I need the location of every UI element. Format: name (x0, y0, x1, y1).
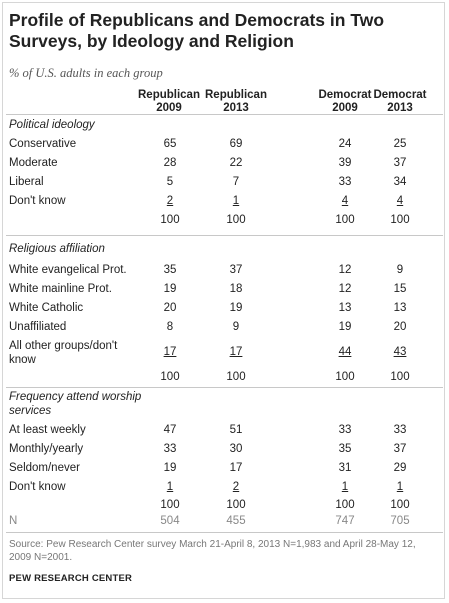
row-label-seldom-never: Seldom/never (9, 462, 80, 474)
table-cell: 12 (338, 264, 352, 276)
row-label-white-evangelical: White evangelical Prot. (9, 264, 127, 276)
row-label-n: N (9, 515, 18, 527)
section-heading-political-ideology: Political ideology (9, 119, 95, 131)
table-cell: 19 (163, 462, 177, 474)
row-label-dont-know: Don't know (9, 481, 66, 493)
header-rule (6, 114, 443, 115)
table-cell: 19 (163, 283, 177, 295)
sample-size-cell: 705 (390, 515, 410, 527)
total-cell: 100 (335, 499, 355, 511)
table-cell: 13 (338, 302, 352, 314)
table-cell: 28 (163, 157, 177, 169)
table-cell: 4 (341, 195, 349, 207)
table-cell: 47 (163, 424, 177, 436)
table-cell: 37 (393, 443, 407, 455)
total-cell: 100 (390, 214, 410, 226)
row-label-at-least-weekly: At least weekly (9, 424, 86, 436)
table-cell: 1 (341, 481, 349, 493)
source-note: Source: Pew Research Center survey March… (9, 539, 416, 563)
table-cell: 37 (393, 157, 407, 169)
table-cell: 35 (338, 443, 352, 455)
total-cell: 100 (226, 499, 246, 511)
total-cell: 100 (335, 371, 355, 383)
figure-subtitle: % of U.S. adults in each group (9, 66, 163, 80)
table-cell: 69 (229, 138, 243, 150)
total-cell: 100 (160, 499, 180, 511)
table-cell: 5 (166, 176, 174, 188)
total-cell: 100 (335, 214, 355, 226)
table-cell: 2 (166, 195, 174, 207)
section-rule (6, 387, 443, 388)
table-cell: 8 (166, 321, 174, 333)
table-cell: 1 (232, 195, 240, 207)
organization-credit: PEW RESEARCH CENTER (9, 573, 133, 584)
table-cell: 17 (229, 462, 243, 474)
table-cell: 20 (393, 321, 407, 333)
sample-size-cell: 504 (160, 515, 180, 527)
table-cell: 4 (396, 195, 404, 207)
sample-size-cell: 455 (226, 515, 246, 527)
column-header-republican-2013: Republican 2013 (205, 89, 267, 114)
table-cell: 65 (163, 138, 177, 150)
row-label-dont-know: Don't know (9, 195, 66, 207)
column-header-democrat-2013: Democrat 2013 (373, 89, 427, 114)
total-cell: 100 (226, 371, 246, 383)
table-cell: 20 (163, 302, 177, 314)
table-cell: 44 (338, 346, 352, 358)
total-cell: 100 (390, 499, 410, 511)
row-label-white-catholic: White Catholic (9, 302, 84, 314)
row-label-moderate: Moderate (9, 157, 58, 169)
table-cell: 17 (163, 346, 177, 358)
table-cell: 19 (338, 321, 352, 333)
table-cell: 34 (393, 176, 407, 188)
table-cell: 19 (229, 302, 243, 314)
column-header-democrat-2009: Democrat 2009 (318, 89, 372, 114)
table-cell: 22 (229, 157, 243, 169)
table-cell: 15 (393, 283, 407, 295)
section-rule (6, 235, 443, 236)
row-label-monthly-yearly: Monthly/yearly (9, 443, 84, 455)
table-cell: 51 (229, 424, 243, 436)
section-heading-worship-frequency: Frequency attend worship services (9, 391, 142, 417)
table-cell: 9 (232, 321, 240, 333)
table-cell: 1 (396, 481, 404, 493)
table-cell: 35 (163, 264, 177, 276)
sample-size-cell: 747 (335, 515, 355, 527)
total-cell: 100 (160, 214, 180, 226)
table-cell: 25 (393, 138, 407, 150)
row-label-all-other-groups: All other groups/don't know (9, 340, 118, 366)
table-cell: 7 (232, 176, 240, 188)
table-cell: 37 (229, 264, 243, 276)
table-cell: 33 (338, 424, 352, 436)
total-cell: 100 (160, 371, 180, 383)
column-header-republican-2009: Republican 2009 (138, 89, 200, 114)
figure-frame (2, 2, 445, 599)
table-cell: 33 (393, 424, 407, 436)
footer-rule (6, 532, 443, 533)
table-cell: 24 (338, 138, 352, 150)
row-label-liberal: Liberal (9, 176, 44, 188)
table-cell: 31 (338, 462, 352, 474)
total-cell: 100 (390, 371, 410, 383)
section-heading-religious-affiliation: Religious affiliation (9, 243, 105, 255)
figure-title: Profile of Republicans and Democrats in … (9, 10, 385, 51)
table-cell: 18 (229, 283, 243, 295)
table-cell: 33 (163, 443, 177, 455)
row-label-white-mainline: White mainline Prot. (9, 283, 112, 295)
row-label-conservative: Conservative (9, 138, 77, 150)
table-cell: 9 (396, 264, 404, 276)
table-cell: 12 (338, 283, 352, 295)
table-cell: 2 (232, 481, 240, 493)
table-cell: 1 (166, 481, 174, 493)
table-cell: 43 (393, 346, 407, 358)
row-label-unaffiliated: Unaffiliated (9, 321, 67, 333)
table-cell: 39 (338, 157, 352, 169)
total-cell: 100 (226, 214, 246, 226)
table-cell: 30 (229, 443, 243, 455)
table-cell: 33 (338, 176, 352, 188)
table-cell: 29 (393, 462, 407, 474)
table-cell: 17 (229, 346, 243, 358)
table-cell: 13 (393, 302, 407, 314)
